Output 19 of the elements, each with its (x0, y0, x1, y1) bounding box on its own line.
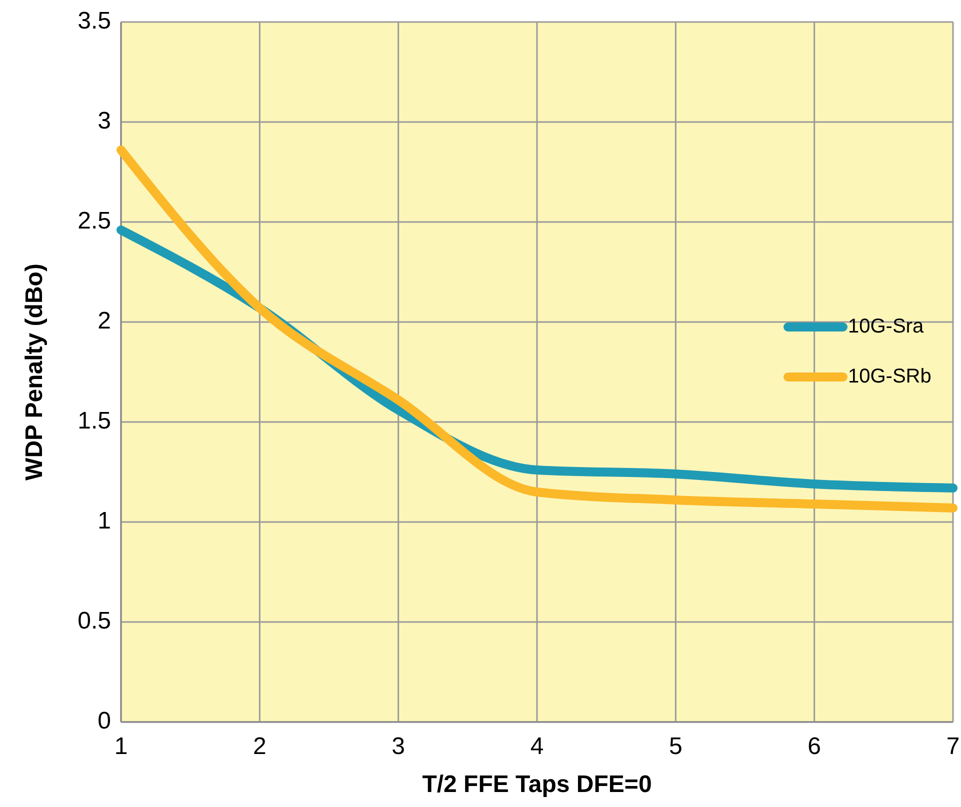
x-tick-label: 2 (252, 733, 266, 760)
y-tick-label: 0.5 (78, 607, 111, 634)
y-tick-label: 3.5 (78, 7, 111, 34)
legend-label: 10G-SRb (848, 365, 932, 388)
y-tick-label: 2 (98, 307, 111, 334)
y-tick-label: 1.5 (78, 407, 111, 434)
x-tick-label: 3 (392, 733, 406, 760)
x-tick-label: 6 (808, 733, 822, 760)
x-axis-title: T/2 FFE Taps DFE=0 (422, 771, 652, 798)
y-axis-title: WDP Penalty (dBo) (21, 264, 48, 480)
y-tick-label: 3 (98, 107, 111, 134)
x-tick-label: 1 (114, 733, 128, 760)
y-tick-label: 0 (98, 707, 111, 734)
x-tick-label: 7 (946, 733, 960, 760)
y-tick-label: 2.5 (78, 207, 111, 234)
x-tick-label: 4 (530, 733, 544, 760)
x-tick-label: 5 (668, 733, 682, 760)
legend-label: 10G-Sra (848, 315, 924, 338)
y-tick-label: 1 (98, 507, 111, 534)
